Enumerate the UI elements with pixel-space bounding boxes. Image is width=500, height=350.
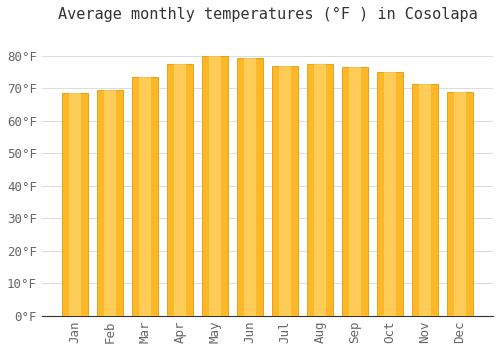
Bar [280,66,290,316]
Bar [378,72,402,316]
Bar [238,58,262,316]
Title: Average monthly temperatures (°F ) in Cosolapa: Average monthly temperatures (°F ) in Co… [58,7,478,22]
Bar [62,93,88,316]
Bar [314,64,326,316]
Bar [454,92,466,316]
Bar [174,64,186,316]
Bar [272,66,297,316]
Bar [98,90,122,316]
Bar [140,77,150,316]
Bar [202,56,228,316]
Bar [168,64,192,316]
Bar [412,84,438,316]
Bar [342,68,367,316]
Bar [210,56,220,316]
Bar [420,84,430,316]
Bar [104,90,116,316]
Bar [308,64,332,316]
Bar [448,92,472,316]
Bar [384,72,396,316]
Bar [244,58,256,316]
Bar [350,68,360,316]
Bar [69,93,80,316]
Bar [132,77,158,316]
